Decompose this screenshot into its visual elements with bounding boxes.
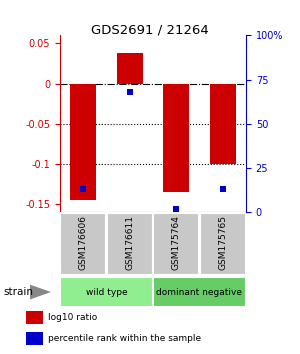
Bar [164, 84, 189, 192]
Text: GSM175765: GSM175765 [218, 216, 227, 270]
Text: log10 ratio: log10 ratio [48, 313, 98, 322]
Text: percentile rank within the sample: percentile rank within the sample [48, 334, 201, 343]
Bar [60, 278, 153, 307]
Bar [200, 213, 246, 275]
Text: dominant negative: dominant negative [157, 287, 242, 297]
Text: strain: strain [3, 287, 33, 297]
Bar [210, 84, 236, 164]
Text: GSM175764: GSM175764 [172, 216, 181, 270]
Bar [26, 332, 43, 345]
Bar [26, 311, 43, 324]
Bar [60, 213, 106, 275]
Bar [117, 53, 142, 84]
Bar [70, 84, 96, 200]
Bar [106, 213, 153, 275]
Text: GSM176611: GSM176611 [125, 216, 134, 270]
Text: GDS2691 / 21264: GDS2691 / 21264 [91, 23, 209, 36]
Bar [153, 213, 199, 275]
Bar [153, 278, 246, 307]
Text: wild type: wild type [86, 287, 127, 297]
Polygon shape [30, 285, 51, 299]
Text: GSM176606: GSM176606 [79, 216, 88, 270]
